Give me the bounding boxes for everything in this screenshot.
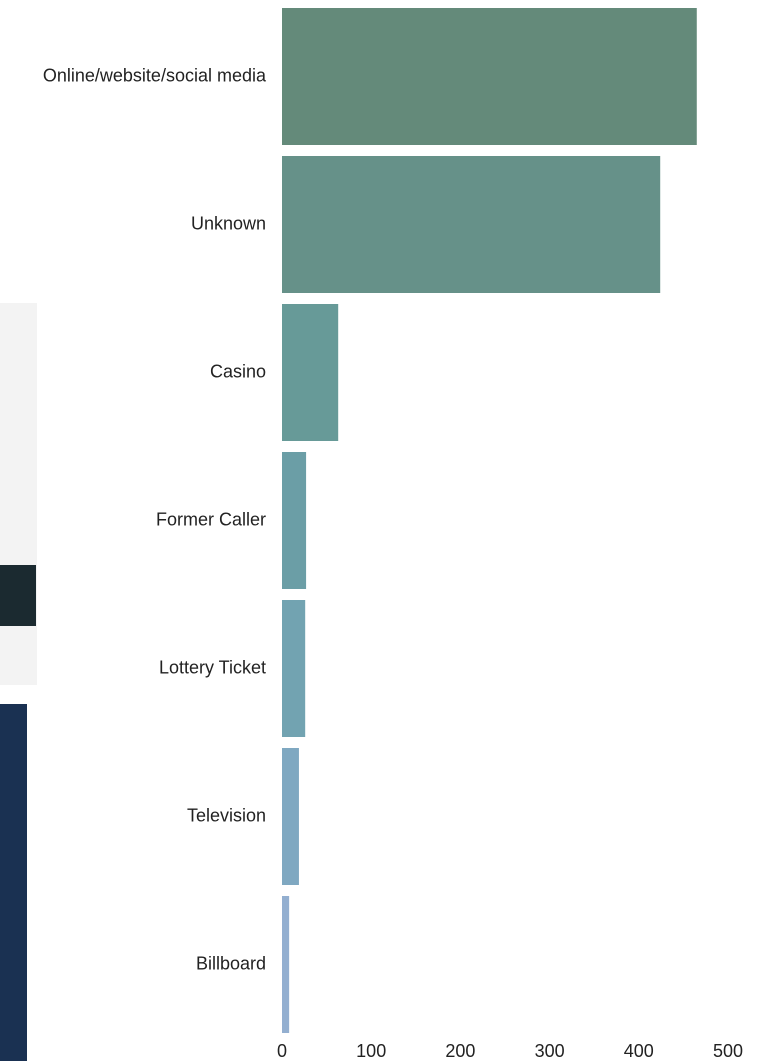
bar — [282, 156, 661, 293]
y-tick-label: Billboard — [196, 953, 266, 973]
y-tick-label: Television — [187, 805, 266, 825]
bar — [282, 304, 339, 441]
x-tick-label: 200 — [445, 1041, 475, 1061]
y-tick-label: Online/website/social media — [43, 65, 267, 85]
bar — [282, 896, 290, 1033]
x-tick-label: 100 — [356, 1041, 386, 1061]
x-tick-label: 400 — [624, 1041, 654, 1061]
y-tick-label: Casino — [210, 361, 266, 381]
y-tick-label: Unknown — [191, 213, 266, 233]
x-tick-label: 300 — [535, 1041, 565, 1061]
x-tick-label: 0 — [277, 1041, 287, 1061]
y-tick-label: Former Caller — [156, 509, 266, 529]
y-tick-label: Lottery Ticket — [159, 657, 266, 677]
side-image — [0, 704, 27, 1061]
side-banner — [0, 565, 36, 626]
bar — [282, 600, 306, 737]
side-panel — [0, 303, 37, 685]
bar — [282, 8, 697, 145]
bar — [282, 748, 299, 885]
bar — [282, 452, 307, 589]
x-tick-label: 500 — [713, 1041, 743, 1061]
